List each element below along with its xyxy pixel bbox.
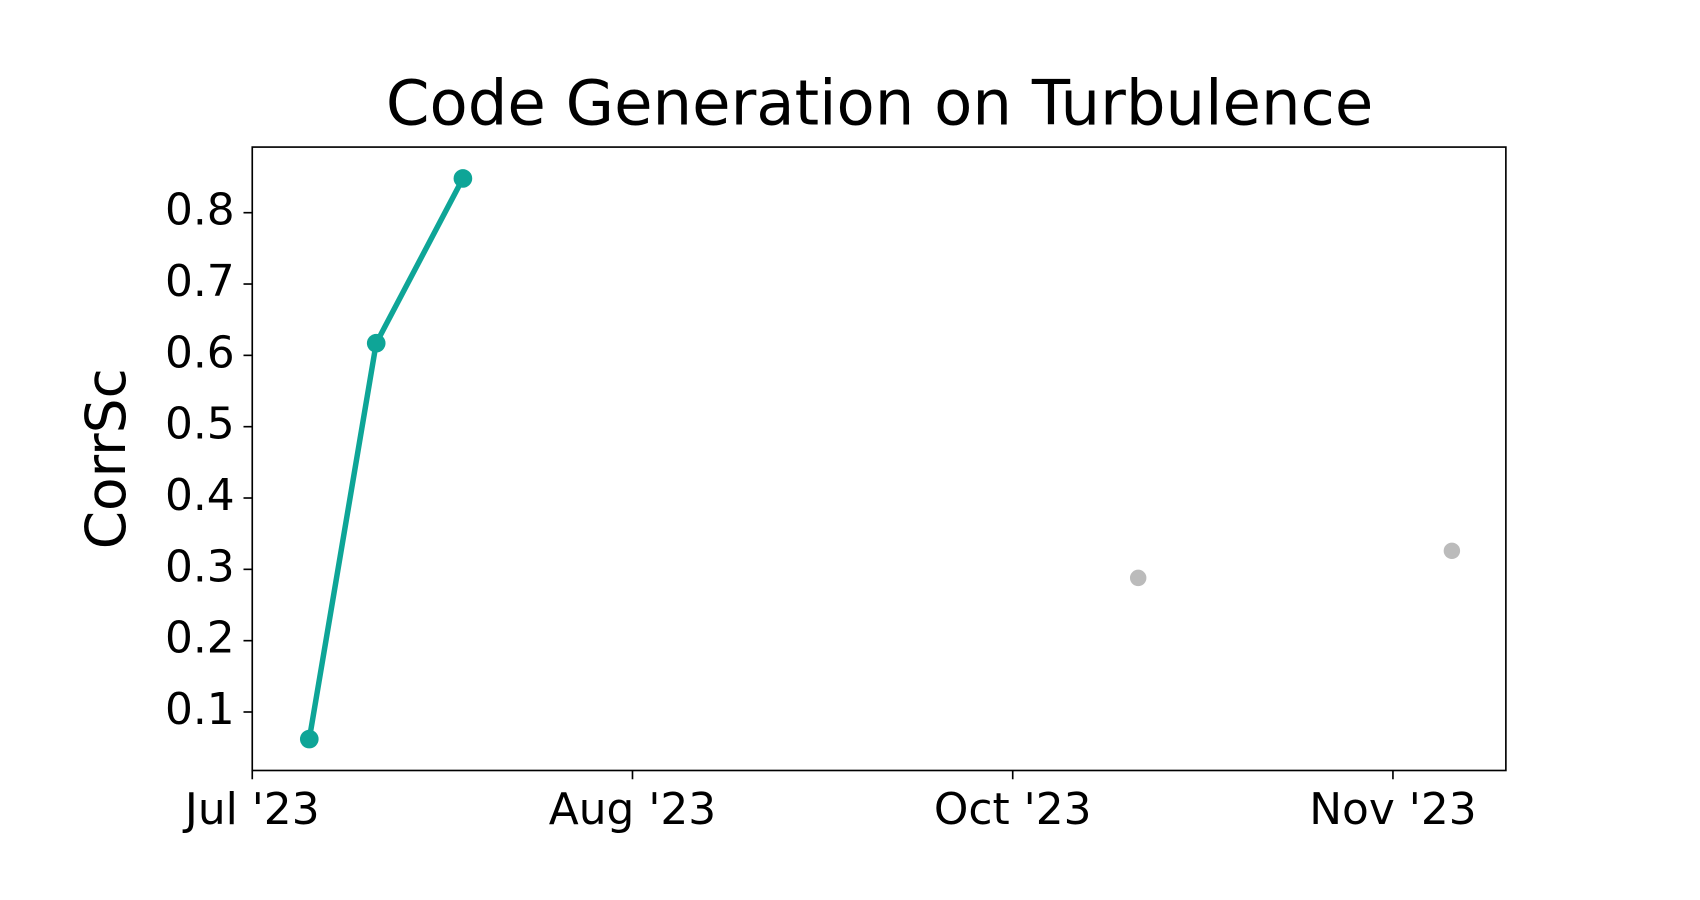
y-axis-label: CorrSc	[74, 368, 138, 549]
y-tick-label: 0.4	[165, 470, 235, 521]
y-tick-label: 0.3	[165, 541, 235, 592]
y-tick-label: 0.5	[165, 399, 235, 450]
data-point	[299, 729, 319, 749]
x-tick-label: Nov '23	[1309, 784, 1476, 835]
data-point	[366, 333, 386, 353]
data-point	[1443, 542, 1461, 560]
chart-title: Code Generation on Turbulence	[386, 67, 1374, 140]
x-tick-label: Oct '23	[934, 784, 1092, 835]
data-point	[1129, 569, 1147, 587]
y-tick-label: 0.8	[165, 185, 235, 236]
plot-frame	[251, 146, 1507, 772]
y-tick-label: 0.6	[165, 327, 235, 378]
y-tick-label: 0.2	[165, 613, 235, 664]
y-tick-label: 0.7	[165, 256, 235, 307]
x-tick-label: Jul '23	[182, 784, 320, 835]
x-tick-label: Aug '23	[549, 784, 716, 835]
data-point	[453, 169, 473, 188]
y-tick-label: 0.1	[165, 684, 235, 735]
